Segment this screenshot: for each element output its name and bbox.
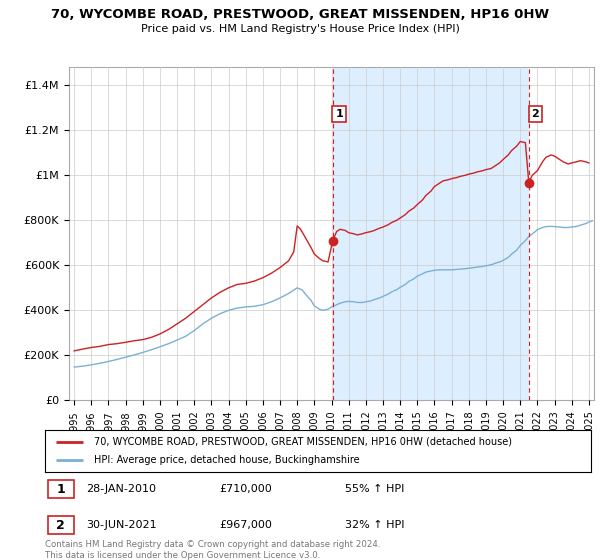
Text: £710,000: £710,000 [220, 484, 272, 494]
Text: 1: 1 [56, 483, 65, 496]
Text: 30-JUN-2021: 30-JUN-2021 [86, 520, 157, 530]
Text: Price paid vs. HM Land Registry's House Price Index (HPI): Price paid vs. HM Land Registry's House … [140, 24, 460, 34]
Bar [48, 516, 74, 534]
Bar [333, 67, 529, 400]
Text: £967,000: £967,000 [220, 520, 272, 530]
Text: 55% ↑ HPI: 55% ↑ HPI [346, 484, 404, 494]
Text: 32% ↑ HPI: 32% ↑ HPI [346, 520, 405, 530]
Bar [48, 480, 74, 498]
Text: 2: 2 [532, 109, 539, 119]
Text: 70, WYCOMBE ROAD, PRESTWOOD, GREAT MISSENDEN, HP16 0HW (detached house): 70, WYCOMBE ROAD, PRESTWOOD, GREAT MISSE… [94, 437, 512, 447]
Text: 28-JAN-2010: 28-JAN-2010 [86, 484, 156, 494]
Text: 1: 1 [335, 109, 343, 119]
Text: Contains HM Land Registry data © Crown copyright and database right 2024.
This d: Contains HM Land Registry data © Crown c… [45, 540, 380, 560]
Text: HPI: Average price, detached house, Buckinghamshire: HPI: Average price, detached house, Buck… [94, 455, 360, 465]
Text: 2: 2 [56, 519, 65, 531]
Text: 70, WYCOMBE ROAD, PRESTWOOD, GREAT MISSENDEN, HP16 0HW: 70, WYCOMBE ROAD, PRESTWOOD, GREAT MISSE… [51, 8, 549, 21]
